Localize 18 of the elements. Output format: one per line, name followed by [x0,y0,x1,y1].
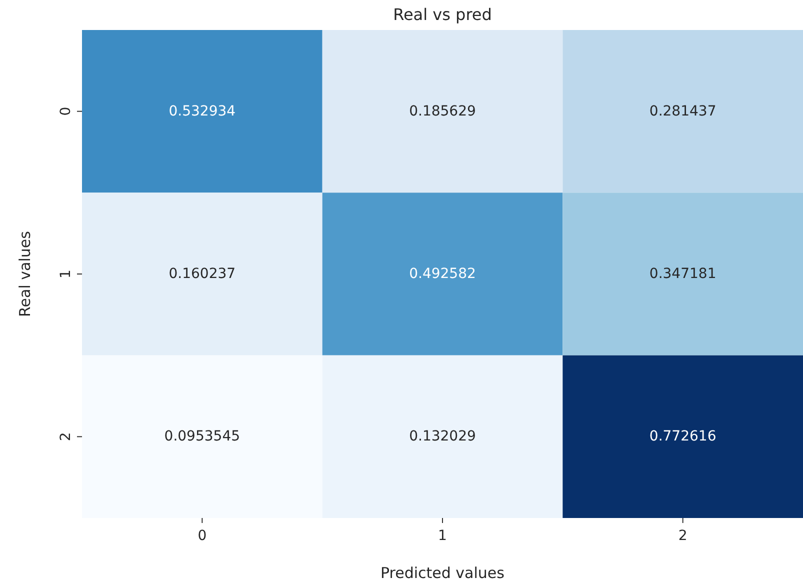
x-axis-title: Predicted values [380,564,505,582]
x-tick-label: 1 [438,528,447,544]
chart-title: Real vs pred [393,5,492,24]
data-label: 0.281437 [649,103,716,120]
y-tick-label: 2 [58,432,74,442]
data-label: 0.772616 [649,428,716,445]
data-label: 0.532934 [168,103,236,120]
data-label: 0.160237 [168,266,236,282]
x-tick-label: 2 [678,528,688,544]
data-label: 0.492582 [409,266,476,282]
data-label: 0.347181 [649,266,716,282]
x-tick-label: 0 [198,528,207,544]
y-tick-label: 0 [58,106,74,116]
data-label: 0.185629 [409,103,476,120]
data-label: 0.132029 [409,428,476,445]
y-axis-title: Real values [16,230,34,317]
y-tick-label: 1 [58,270,74,278]
data-label: 0.0953545 [164,428,240,445]
